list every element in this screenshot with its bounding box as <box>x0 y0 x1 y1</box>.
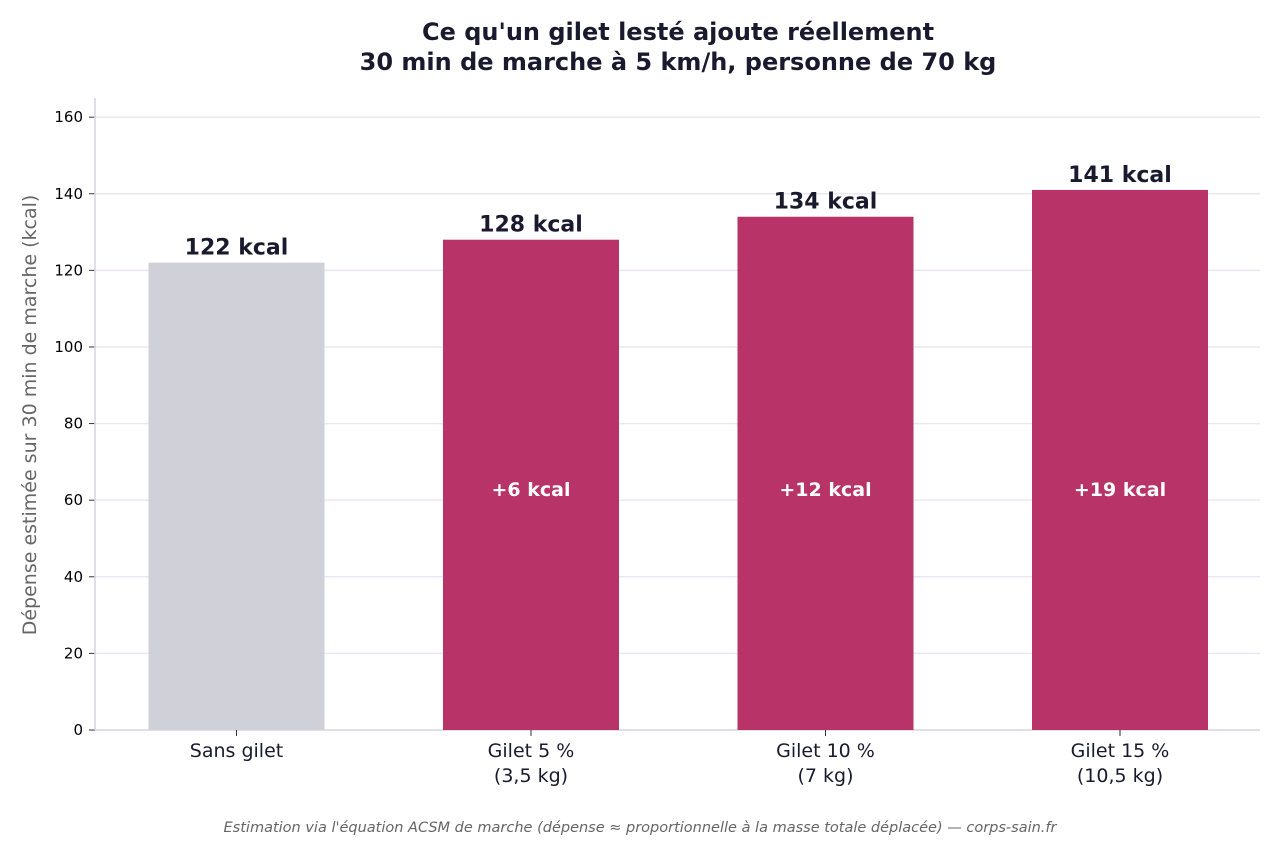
data-label: 134 kcal <box>774 190 878 215</box>
data-label: 141 kcal <box>1068 163 1172 188</box>
y-tick-label: 120 <box>54 261 83 279</box>
y-tick-label: 0 <box>73 721 83 739</box>
delta-label: +12 kcal <box>779 479 871 501</box>
chart-title-line-1: Ce qu'un gilet lesté ajoute réellement <box>422 18 934 46</box>
bar <box>443 239 619 731</box>
x-tick-label: (10,5 kg) <box>1077 765 1163 787</box>
y-tick-label: 40 <box>64 568 83 586</box>
chart-title-line-2: 30 min de marche à 5 km/h, personne de 7… <box>360 48 997 76</box>
y-tick-label: 160 <box>54 108 83 126</box>
x-tick-label: (3,5 kg) <box>494 765 568 787</box>
data-label: 122 kcal <box>185 236 289 261</box>
y-tick-label: 100 <box>54 338 83 356</box>
bar <box>1032 189 1208 731</box>
data-label: 128 kcal <box>479 213 583 238</box>
bar-labels: Sans gilet 122 kcal Gilet 5 % (3,5 kg) 128 k… <box>185 163 1172 787</box>
bar <box>148 262 325 730</box>
delta-label: +6 kcal <box>492 479 571 501</box>
bars <box>148 189 1208 731</box>
y-axis-label: Dépense estimée sur 30 min de marche (kc… <box>19 195 41 636</box>
x-tick-label: Gilet 5 % <box>488 740 575 762</box>
y-tick-label: 80 <box>64 415 83 433</box>
x-tick-label: Gilet 10 % <box>776 740 875 762</box>
footnote: Estimation via l'équation ACSM de marche… <box>224 820 1058 836</box>
y-tick-label: 20 <box>64 644 83 662</box>
x-tick-label: Gilet 15 % <box>1071 740 1170 762</box>
delta-label: +19 kcal <box>1074 479 1166 501</box>
y-tick-label: 140 <box>54 185 83 203</box>
bar <box>737 216 914 731</box>
x-tick-label: Sans gilet <box>190 740 283 762</box>
x-tick-label: (7 kg) <box>797 765 853 787</box>
y-tick-label: 60 <box>64 491 83 509</box>
